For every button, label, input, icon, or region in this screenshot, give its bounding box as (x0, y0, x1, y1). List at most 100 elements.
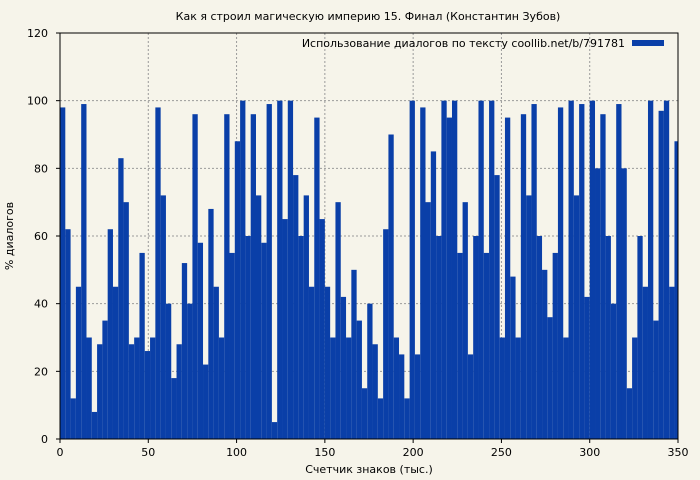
data-bar (531, 104, 537, 440)
y-tick-label: 120 (27, 27, 48, 40)
data-bar (430, 151, 437, 439)
data-bar (483, 252, 490, 439)
data-bar (626, 388, 633, 439)
data-bar (340, 296, 347, 439)
data-bar (425, 202, 431, 439)
x-axis-ticks: 0 50 100 150 200 250 300 350 (57, 439, 689, 459)
data-bar (616, 104, 622, 440)
data-bar (218, 337, 225, 439)
data-bar (128, 344, 135, 439)
data-bar (642, 286, 648, 439)
x-tick-label: 250 (491, 446, 512, 459)
data-bar (515, 337, 521, 439)
data-bar (520, 114, 527, 439)
data-bar (187, 303, 193, 439)
data-bar (150, 337, 156, 439)
data-bar (489, 100, 495, 440)
data-bar (605, 236, 611, 439)
y-tick-label: 0 (41, 433, 48, 446)
data-bar (97, 344, 103, 439)
data-bar (547, 317, 553, 439)
data-bar (536, 236, 543, 439)
data-bar (557, 107, 564, 439)
data-bar (91, 411, 98, 439)
data-bar (658, 110, 664, 440)
data-bar (494, 175, 500, 439)
data-bar (176, 344, 182, 439)
data-bar (112, 286, 119, 439)
data-bar (171, 378, 177, 439)
data-bar (568, 100, 574, 440)
data-bar (282, 219, 288, 439)
data-bar (81, 104, 87, 440)
data-bar (663, 100, 670, 440)
data-bar (134, 337, 140, 439)
data-bar (234, 141, 241, 439)
data-bar (70, 398, 76, 439)
data-bar (277, 100, 283, 440)
data-bar (504, 117, 511, 439)
data-bar (319, 219, 325, 439)
data-bar (60, 107, 66, 439)
data-bar (457, 252, 463, 439)
data-bar (324, 286, 331, 439)
y-tick-label: 80 (34, 162, 48, 175)
data-bar (245, 236, 251, 439)
data-bar (467, 354, 474, 439)
data-bar (330, 337, 336, 439)
data-bar (595, 168, 601, 440)
data-bar (637, 236, 643, 439)
data-bar (229, 252, 235, 439)
x-tick-label: 300 (579, 446, 600, 459)
y-tick-label: 40 (34, 298, 48, 311)
data-bar (361, 388, 368, 439)
data-bar (579, 104, 585, 440)
data-bar (563, 337, 569, 439)
data-bar (499, 337, 505, 439)
data-bar (197, 242, 204, 439)
data-bar (409, 100, 415, 440)
data-bar (451, 100, 458, 440)
data-bar (139, 252, 145, 439)
x-tick-label: 350 (668, 446, 689, 459)
data-bar (155, 107, 161, 439)
y-tick-label: 20 (34, 365, 48, 378)
data-bar (335, 202, 341, 439)
data-bar (414, 354, 421, 439)
data-bar (266, 104, 272, 440)
data-bar (240, 100, 246, 440)
data-series (60, 100, 679, 440)
x-axis-title: Счетчик знаков (тыс.) (305, 463, 433, 476)
data-bar (372, 344, 378, 439)
data-bar (250, 114, 256, 439)
data-bar (255, 195, 262, 439)
legend: Использование диалогов по тексту coollib… (302, 37, 664, 50)
data-bar (351, 269, 357, 439)
x-tick-label: 150 (314, 446, 335, 459)
data-bar (600, 114, 606, 439)
data-bar (383, 229, 389, 439)
data-bar (65, 229, 71, 439)
legend-swatch (632, 40, 664, 46)
data-bar (669, 286, 675, 439)
data-bar (314, 117, 320, 439)
data-bar (303, 195, 309, 439)
y-axis-title: % диалогов (3, 202, 16, 270)
data-bar (610, 303, 617, 439)
data-bar (86, 337, 92, 439)
data-bar (203, 364, 209, 439)
data-bar (621, 168, 627, 440)
data-bar (213, 286, 219, 439)
data-bar (647, 100, 654, 440)
data-bar (271, 422, 278, 439)
x-tick-label: 200 (403, 446, 424, 459)
data-bar (589, 100, 596, 440)
data-bar (144, 351, 151, 439)
data-bar (192, 114, 198, 439)
data-bar (393, 337, 400, 439)
data-bar (446, 117, 452, 439)
legend-label: Использование диалогов по тексту coollib… (302, 37, 625, 50)
data-bar (377, 398, 384, 439)
data-bar (181, 263, 188, 439)
